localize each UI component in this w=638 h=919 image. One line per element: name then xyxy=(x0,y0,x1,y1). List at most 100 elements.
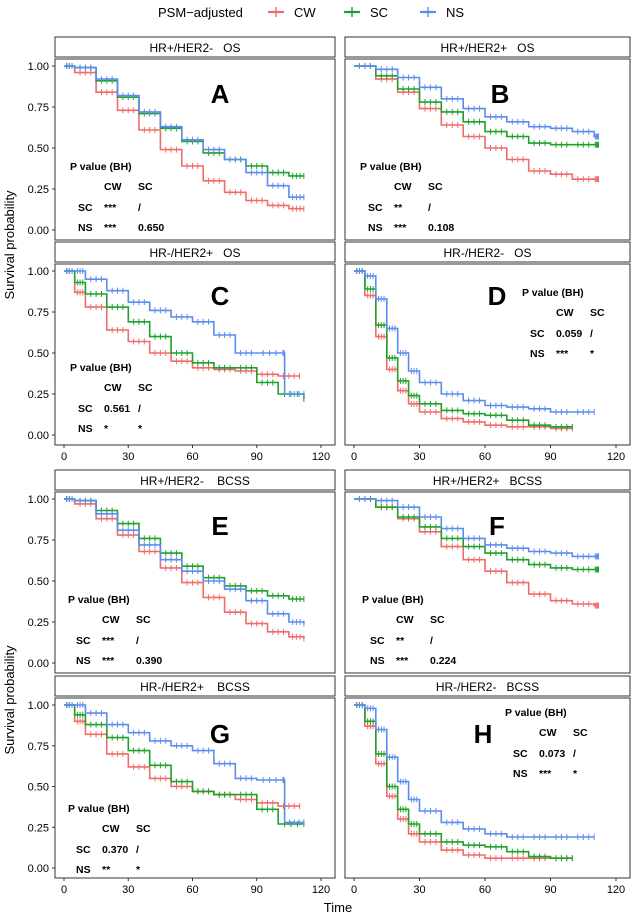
panel-letter: B xyxy=(491,79,510,109)
panel-A: HR+/HER2- OS 0.00 0.25 0.50 0.75 1.00 A P value… xyxy=(28,36,336,241)
x-tick-label: 120 xyxy=(607,451,625,463)
pvalue-col-header: SC xyxy=(138,382,153,394)
x-tick-label: 30 xyxy=(413,451,425,463)
series-line-ns xyxy=(354,498,599,558)
pvalue-cell: * xyxy=(573,768,578,780)
pvalue-col-header: CW xyxy=(102,823,120,835)
pvalue-cell: *** xyxy=(396,655,409,667)
series-group xyxy=(354,268,595,432)
series-line-ns xyxy=(64,270,304,395)
panel-strip xyxy=(344,241,631,263)
series-line-sc xyxy=(354,498,599,571)
x-tick-label: 60 xyxy=(479,451,491,463)
series-line-ns xyxy=(354,65,599,138)
panel-E: HR+/HER2- BCSS 0.00 0.25 0.50 0.75 1.00 E P val… xyxy=(28,469,336,674)
panel-title: HR-/HER2+ BCSS xyxy=(140,680,250,694)
y-tick-label: 0.75 xyxy=(28,102,49,114)
panel-title: HR+/HER2- BCSS xyxy=(140,474,250,488)
y-axis-label: Survival probability xyxy=(2,190,17,300)
x-tick-label: 120 xyxy=(312,451,330,463)
series-line-sc xyxy=(354,65,599,146)
pvalue-col-header: SC xyxy=(136,614,151,626)
pvalue-title: P value (BH) xyxy=(70,161,132,173)
legend: PSM−adjusted CW SC NS xyxy=(158,5,464,20)
y-tick-label: 0.00 xyxy=(28,430,49,442)
pvalue-col-header: CW xyxy=(104,181,122,193)
y-tick-label: 0.50 xyxy=(28,782,49,794)
pvalue-cell: 0.390 xyxy=(136,655,162,667)
panel-D: HR-/HER2- OS 0 30 60 90 120 D P value (BH) CW SC S… xyxy=(344,241,631,463)
x-tick-label: 120 xyxy=(312,884,330,896)
pvalue-cell: ** xyxy=(396,635,405,647)
legend-label-ns: NS xyxy=(446,5,464,20)
pvalue-title: P value (BH) xyxy=(360,161,422,173)
series-line-ns xyxy=(64,498,305,624)
series-line-ns xyxy=(354,704,595,838)
y-tick-label: 1.00 xyxy=(28,494,49,506)
x-tick-label: 0 xyxy=(61,451,67,463)
pvalue-cell: * xyxy=(104,423,109,435)
pvalue-row-label: NS xyxy=(530,348,545,360)
y-tick-label: 0.00 xyxy=(28,658,49,670)
panels: HR+/HER2- OS 0.00 0.25 0.50 0.75 1.00 A P value… xyxy=(28,36,631,896)
series-line-sc xyxy=(64,270,305,399)
pvalue-cell: *** xyxy=(102,655,115,667)
x-tick-label: 60 xyxy=(186,451,198,463)
pvalue-title: P value (BH) xyxy=(522,287,584,299)
pvalue-row-label: SC xyxy=(78,202,93,214)
pvalue-cell: *** xyxy=(556,348,569,360)
pvalue-row-label: NS xyxy=(76,655,91,667)
pvalue-title: P value (BH) xyxy=(68,803,130,815)
panel-title: HR-/HER2- OS xyxy=(443,246,531,260)
y-tick-label: 0.50 xyxy=(28,576,49,588)
pvalue-cell: / xyxy=(136,635,139,647)
series-line-ns xyxy=(354,270,595,413)
panel-letter: C xyxy=(211,281,230,311)
pvalue-cell: / xyxy=(138,202,141,214)
x-tick-label: 0 xyxy=(351,884,357,896)
pvalue-row-label: NS xyxy=(78,423,93,435)
pvalue-row-label: NS xyxy=(76,864,91,876)
pvalue-cell: *** xyxy=(394,222,407,234)
pvalue-title: P value (BH) xyxy=(70,362,132,374)
x-tick-label: 120 xyxy=(607,884,625,896)
pvalue-row-label: SC xyxy=(76,635,91,647)
pvalue-row-label: NS xyxy=(368,222,383,234)
y-tick-label: 0.25 xyxy=(28,184,49,196)
panel-letter: F xyxy=(489,511,505,541)
panel-strip xyxy=(344,469,631,491)
y-tick-label: 0.25 xyxy=(28,822,49,834)
y-tick-label: 0.75 xyxy=(28,535,49,547)
legend-label-cw: CW xyxy=(294,5,316,20)
pvalue-cell: 0.370 xyxy=(102,844,128,856)
pvalue-row-label: SC xyxy=(78,403,93,415)
panel-title: HR+/HER2- OS xyxy=(149,41,240,55)
series-line-sc xyxy=(64,704,304,825)
pvalue-col-header: SC xyxy=(428,181,443,193)
panel-H: HR-/HER2- BCSS 0 30 60 90 120 H P value (BH) CW S… xyxy=(344,675,631,896)
x-tick-label: 0 xyxy=(351,451,357,463)
pvalue-cell: *** xyxy=(539,768,552,780)
panel-strip xyxy=(344,675,631,697)
pvalue-cell: *** xyxy=(104,202,117,214)
pvalue-cell: 0.108 xyxy=(428,222,454,234)
y-tick-label: 1.00 xyxy=(28,700,49,712)
series-group xyxy=(64,702,305,827)
pvalue-cell: / xyxy=(590,328,593,340)
x-tick-label: 60 xyxy=(186,884,198,896)
panel-frame xyxy=(344,263,631,446)
pvalue-cell: *** xyxy=(102,635,115,647)
legend-label-sc: SC xyxy=(370,5,388,20)
panel-F: HR+/HER2+ BCSS F P value (BH) CW SC SC ** / NS **… xyxy=(344,469,631,674)
series-line-cw xyxy=(64,498,305,639)
pvalue-title: P value (BH) xyxy=(505,707,567,719)
pvalue-row-label: SC xyxy=(530,328,545,340)
y-tick-label: 1.00 xyxy=(28,61,49,73)
x-tick-label: 90 xyxy=(251,451,263,463)
series-line-cw xyxy=(354,270,573,430)
pvalue-col-header: SC xyxy=(136,823,151,835)
pvalue-cell: 0.561 xyxy=(104,403,130,415)
panel-frame xyxy=(54,58,336,241)
y-tick-label: 0.75 xyxy=(28,307,49,319)
panel-letter: A xyxy=(211,79,230,109)
